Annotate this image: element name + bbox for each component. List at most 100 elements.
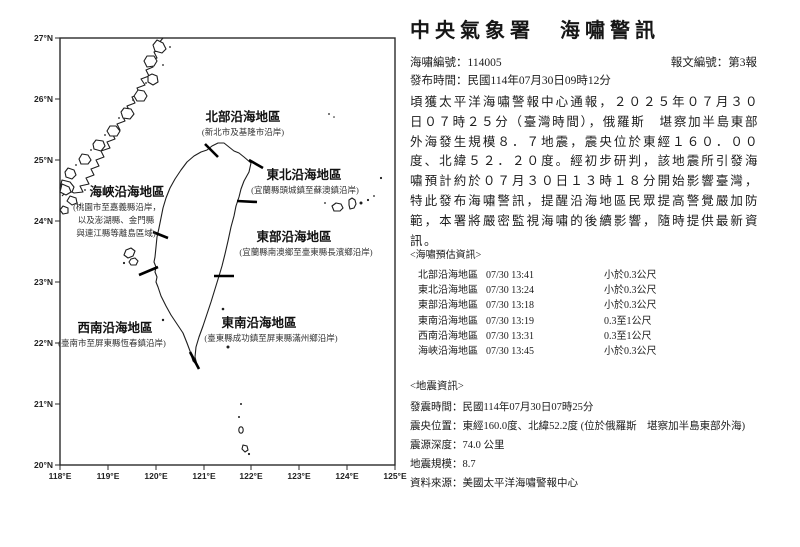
estimate-row: 西南沿海地區 07/30 13:31 0.3至1公尺 [410, 329, 759, 344]
svg-text:與連江縣等離島區域): 與連江縣等離島區域) [76, 228, 156, 238]
svg-text:125°E: 125°E [383, 471, 407, 481]
quake-info-value: 民國114年07月30日07時25分 [462, 402, 594, 413]
svg-text:東部沿海地區: 東部沿海地區 [256, 229, 332, 244]
estimate-row: 海峽沿海地區 07/30 13:45 小於0.3公尺 [410, 344, 759, 359]
quake-info-value: 8.7 [462, 459, 476, 470]
estimate-region: 東南沿海地區 [418, 315, 478, 327]
svg-text:24°N: 24°N [34, 216, 53, 226]
china-coastline [59, 37, 171, 215]
bulletin-meta: 海嘯編號：114005 報文編號：第3報 [410, 54, 757, 70]
svg-text:120°E: 120°E [144, 471, 168, 481]
issued-time-value: 民國114年07月30日09時12分 [467, 75, 611, 87]
svg-text:25°N: 25°N [34, 155, 53, 165]
quake-info-row: 地震規模：8.7 [410, 455, 759, 474]
svg-text:(新北市及基隆市沿岸): (新北市及基隆市沿岸) [202, 127, 284, 137]
svg-text:123°E: 123°E [287, 471, 311, 481]
warning-paragraph: 頃獲太平洋海嘯警報中心通報，２０２５年０７月３０日０７時２５分（臺灣時間），俄羅… [410, 95, 759, 248]
report-number-value: 第3報 [728, 57, 757, 69]
quake-info-value: 東經160.0度、北緯52.2度 (位於俄羅斯 堪察加半島東部外海) [462, 421, 746, 432]
estimate-time: 07/30 13:24 [486, 285, 535, 297]
quake-info-label: 發震時間： [410, 402, 463, 413]
svg-text:(宜蘭縣頭城鎮至蘇澳鎮沿岸): (宜蘭縣頭城鎮至蘇澳鎮沿岸) [251, 185, 359, 195]
svg-text:(臺東縣成功鎮至屏東縣滿州鄉沿岸): (臺東縣成功鎮至屏東縣滿州鄉沿岸) [204, 333, 337, 343]
report-number-label: 報文編號： [670, 57, 729, 69]
estimate-time: 07/30 13:45 [486, 346, 535, 358]
estimate-row: 東北沿海地區 07/30 13:24 小於0.3公尺 [410, 283, 759, 298]
region-label-east: 東部沿海地區 (宜蘭縣南澳鄉至臺東縣長濱鄉沿岸) [239, 229, 372, 257]
estimate-region: 海峽沿海地區 [418, 346, 478, 358]
estimate-time: 07/30 13:19 [486, 315, 535, 327]
estimate-region: 東部沿海地區 [418, 300, 478, 312]
svg-text:27°N: 27°N [34, 33, 53, 43]
svg-text:以及澎湖縣、金門縣: 以及澎湖縣、金門縣 [78, 215, 155, 225]
svg-text:20°N: 20°N [34, 460, 53, 470]
bulletin-text-panel: 中央氣象署 海嘯警訊 海嘯編號：114005 報文編號：第3報 發布時間：民國1… [410, 0, 770, 547]
svg-text:121°E: 121°E [192, 471, 216, 481]
svg-text:119°E: 119°E [97, 471, 120, 481]
quake-info-row: 震央位置：東經160.0度、北緯52.2度 (位於俄羅斯 堪察加半島東部外海) [410, 417, 759, 436]
longitude-ticks [59, 465, 396, 470]
svg-text:23°N: 23°N [34, 277, 53, 287]
svg-text:(桃園市至嘉義縣沿岸，: (桃園市至嘉義縣沿岸， [73, 202, 161, 212]
latitude-labels: 27°N 26°N 25°N 24°N 23°N 22°N 21°N 20°N [34, 33, 53, 470]
region-boundary-ticks [138, 143, 264, 370]
region-label-northeast: 東北沿海地區 (宜蘭縣頭城鎮至蘇澳鎮沿岸) [251, 167, 359, 195]
estimate-height: 0.3至1公尺 [604, 315, 652, 327]
svg-text:21°N: 21°N [34, 399, 53, 409]
estimate-height: 小於0.3公尺 [604, 285, 657, 297]
estimate-row: 東部沿海地區 07/30 13:18 小於0.3公尺 [410, 298, 759, 313]
svg-text:東北沿海地區: 東北沿海地區 [266, 167, 342, 182]
estimate-height: 小於0.3公尺 [604, 300, 657, 312]
estimate-row: 東南沿海地區 07/30 13:19 0.3至1公尺 [410, 314, 759, 329]
region-label-strait: 海峽沿海地區 (桃園市至嘉義縣沿岸， 以及澎湖縣、金門縣 與連江縣等離島區域) [73, 184, 165, 238]
map-frame [59, 37, 396, 466]
estimate-region: 東北沿海地區 [418, 285, 478, 297]
issued-time: 發布時間：民國114年07月30日09時12分 [410, 72, 611, 88]
estimate-region: 北部沿海地區 [418, 270, 478, 281]
estimate-height: 小於0.3公尺 [604, 270, 657, 281]
earthquake-info-heading: <地震資訊> [410, 381, 464, 392]
quake-info-row: 震源深度：74.0 公里 [410, 436, 759, 455]
report-number: 報文編號：第3報 [671, 54, 757, 70]
quake-info-row: 發震時間：民國114年07月30日07時25分 [410, 398, 759, 417]
svg-text:22°N: 22°N [34, 338, 53, 348]
map-canvas: 27°N 26°N 25°N 24°N 23°N 22°N 21°N 20°N … [34, 33, 407, 481]
quake-info-label: 震央位置： [410, 421, 463, 432]
svg-text:海峽沿海地區: 海峽沿海地區 [89, 184, 165, 199]
page-title: 中央氣象署 海嘯警訊 [410, 20, 660, 42]
estimate-height: 0.3至1公尺 [604, 330, 652, 342]
tsunami-number-label: 海嘯編號： [410, 57, 468, 69]
longitude-labels: 118°E 119°E 120°E 121°E 122°E 123°E 124°… [49, 471, 407, 481]
estimate-time: 07/30 13:41 [486, 270, 535, 281]
svg-text:西南沿海地區: 西南沿海地區 [77, 320, 153, 335]
svg-text:(宜蘭縣南澳鄉至臺東縣長濱鄉沿岸): (宜蘭縣南澳鄉至臺東縣長濱鄉沿岸) [239, 247, 372, 257]
quake-info-label: 資料來源： [410, 478, 463, 489]
estimate-time: 07/30 13:18 [486, 300, 535, 312]
tsunami-estimates-heading: <海嘯預估資訊> [410, 250, 482, 261]
quake-info-row: 資料來源：美國太平洋海嘯警報中心 [410, 474, 759, 493]
quake-info-label: 地震規模： [410, 459, 463, 470]
quake-info-value: 美國太平洋海嘯警報中心 [462, 478, 579, 489]
svg-text:124°E: 124°E [335, 471, 359, 481]
taiwan-coastal-map: 27°N 26°N 25°N 24°N 23°N 22°N 21°N 20°N … [34, 33, 407, 481]
tsunami-number: 海嘯編號：114005 [410, 54, 502, 70]
region-label-north: 北部沿海地區 (新北市及基隆市沿岸) [202, 109, 284, 137]
issued-time-label: 發布時間： [410, 75, 468, 87]
earthquake-info-section: <地震資訊> 發震時間：民國114年07月30日07時25分 震央位置：東經16… [410, 378, 759, 493]
tsunami-estimates-section: <海嘯預估資訊> 北部沿海地區 07/30 13:41 小於0.3公尺 東北沿海… [410, 246, 759, 359]
offshore-islands [122, 113, 383, 456]
svg-text:122°E: 122°E [239, 471, 263, 481]
estimate-time: 07/30 13:31 [486, 330, 535, 342]
estimate-height: 小於0.3公尺 [604, 346, 657, 358]
svg-text:北部沿海地區: 北部沿海地區 [205, 109, 281, 124]
taiwan-outline [153, 142, 252, 366]
estimate-region: 西南沿海地區 [418, 330, 478, 342]
svg-text:26°N: 26°N [34, 94, 53, 104]
svg-text:東南沿海地區: 東南沿海地區 [221, 315, 297, 330]
estimate-row: 北部沿海地區 07/30 13:41 小於0.3公尺 [410, 268, 759, 283]
latitude-ticks [55, 37, 60, 466]
quake-info-label: 震源深度： [410, 440, 463, 451]
region-label-southeast: 東南沿海地區 (臺東縣成功鎮至屏東縣滿州鄉沿岸) [204, 315, 337, 343]
quake-info-value: 74.0 公里 [462, 440, 505, 451]
svg-text:118°E: 118°E [49, 471, 72, 481]
